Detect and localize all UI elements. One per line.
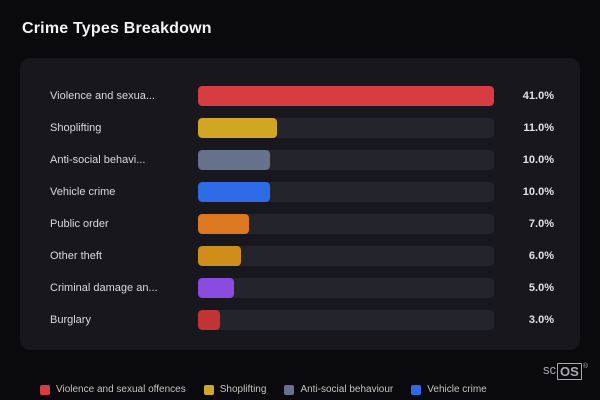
bar-track [198,150,494,170]
legend-swatch [40,384,50,395]
bar-track [198,278,494,298]
page-title: Crime Types Breakdown [22,20,212,37]
bar-chart: Violence and sexua... 41.0% Shoplifting 11.… [50,80,554,336]
bar[interactable] [198,246,242,266]
bar-row: Violence and sexua... 41.0% [50,80,554,112]
legend-swatch [411,384,422,395]
legend-swatch [284,384,295,395]
bar-value: 5.0% [528,282,554,294]
bar-value: 10.0% [522,154,554,166]
bar-label: Public order [50,218,109,230]
bar[interactable] [198,310,220,330]
legend-item[interactable]: Vehicle crime [411,384,487,395]
legend-label: Violence and sexual offences [56,384,186,395]
bar-value: 6.0% [528,250,554,262]
bar-value: 7.0% [528,218,554,230]
brand-prefix: sc [543,362,557,377]
bar-track [198,246,494,266]
bar-value: 10.0% [522,186,554,198]
bar-label: Other theft [50,250,102,262]
legend-label: Anti-social behaviour [300,384,394,395]
bar-label: Violence and sexua... [50,90,155,102]
bar-row: Anti-social behavi... 10.0% [50,144,554,176]
legend-label: Vehicle crime [427,384,487,395]
bar-label: Shoplifting [50,122,102,134]
bar-value: 3.0% [528,314,554,326]
bar-row: Shoplifting 11.0% [50,112,554,144]
bar-row: Vehicle crime 10.0% [50,176,554,208]
bar-row: Burglary 3.0% [50,304,554,336]
legend-item[interactable]: Anti-social behaviour [284,384,393,395]
brand-suffix: OS [557,363,582,380]
bar-value: 41.0% [522,90,554,102]
bar-row: Criminal damage an... 5.0% [50,272,554,304]
bar[interactable] [198,214,249,234]
bar-value: 11.0% [523,122,554,134]
bar-label: Burglary [50,314,91,326]
legend-item[interactable]: Shoplifting [203,384,267,395]
bar[interactable] [198,118,278,138]
bar-row: Public order 7.0% [50,208,554,240]
bar[interactable] [198,182,271,202]
chart-card: Violence and sexua... 41.0% Shoplifting 11.… [20,58,580,350]
registered-mark: ® [582,363,588,370]
legend: Violence and sexual offences Shoplifting A… [40,384,487,395]
legend-label: Shoplifting [219,384,267,395]
bar-label: Vehicle crime [50,186,116,198]
bar-track [198,86,494,106]
bar[interactable] [198,86,494,106]
bar-track [198,182,494,202]
bar-row: Other theft 6.0% [50,240,554,272]
bar-track [198,214,494,234]
bar-label: Criminal damage an... [50,282,158,294]
legend-swatch [203,384,214,395]
bar-track [198,118,494,138]
bar-label: Anti-social behavi... [50,154,146,166]
bar[interactable] [198,150,271,170]
legend-item[interactable]: Violence and sexual offences [40,384,186,395]
bar-track [198,310,494,330]
bar[interactable] [198,278,235,298]
brand-logo: sc OS ® [543,363,588,380]
